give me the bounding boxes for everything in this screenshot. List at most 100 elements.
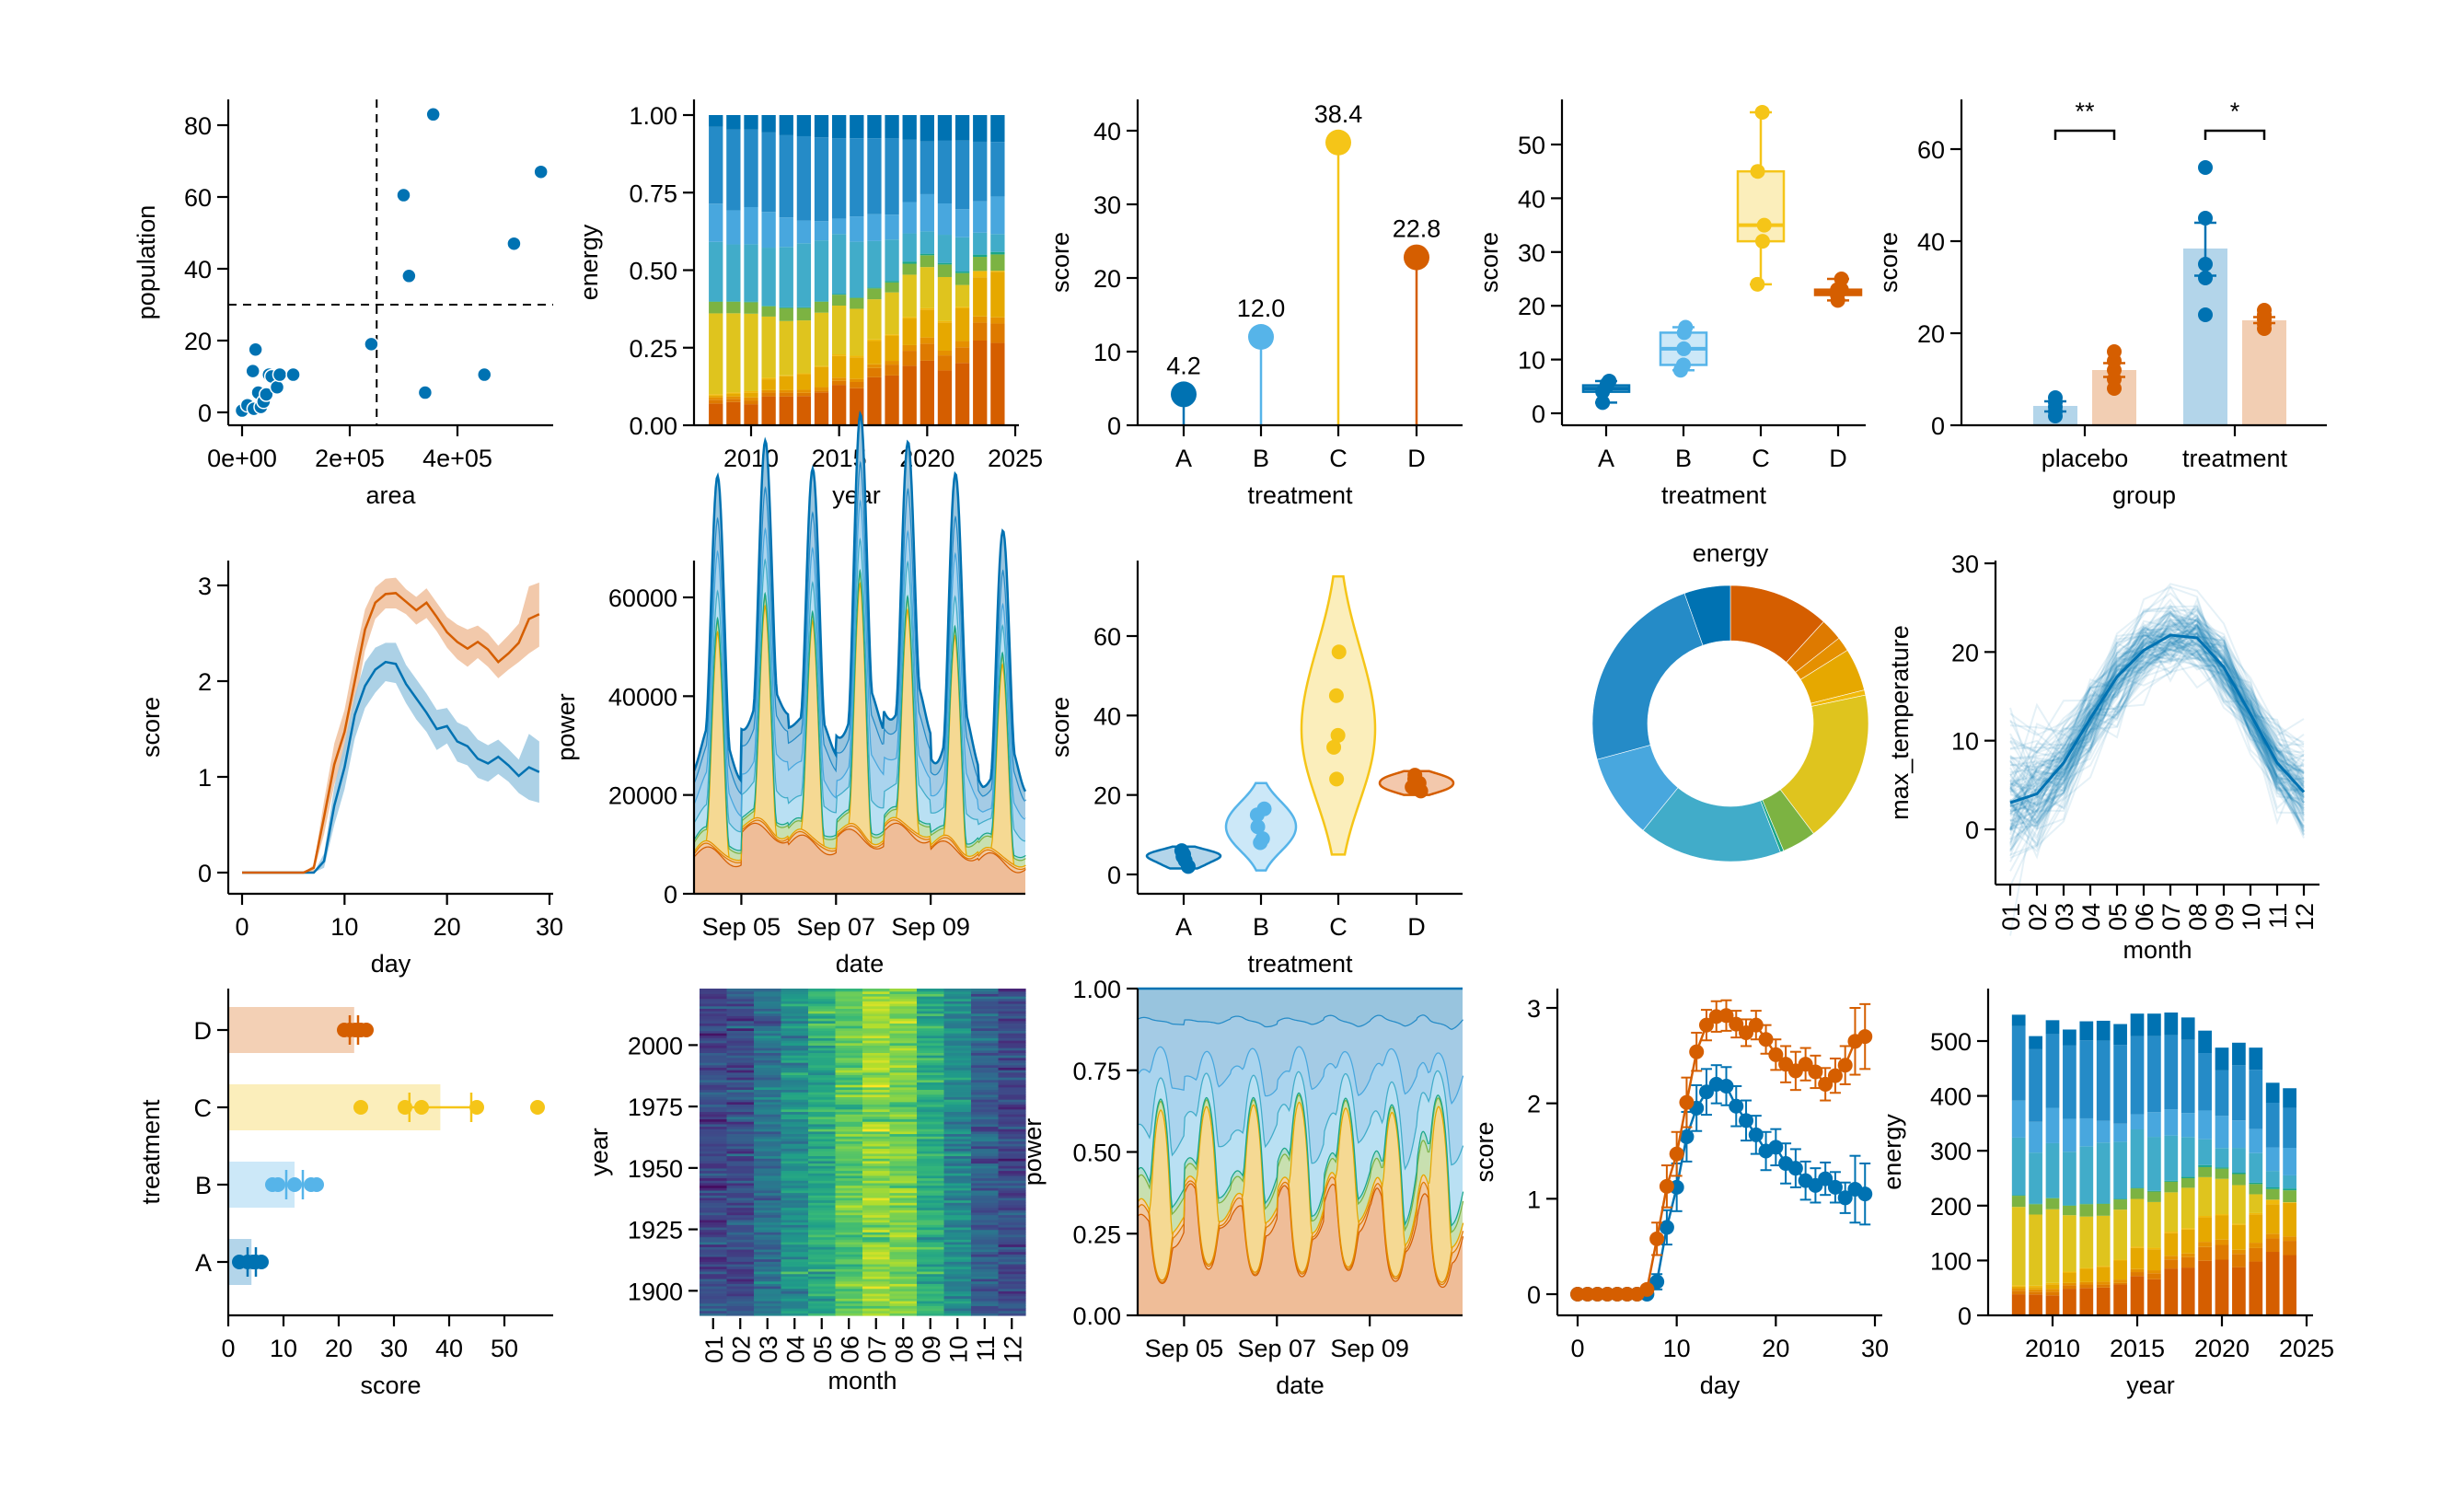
heatmap-cell bbox=[943, 1280, 972, 1284]
heatmap-cell bbox=[971, 1288, 1000, 1291]
heatmap-cell bbox=[835, 1254, 863, 1257]
heatmap-cell bbox=[862, 1145, 891, 1150]
mean-line bbox=[2009, 633, 2306, 804]
heatmap-cell bbox=[917, 1033, 945, 1036]
heatmap-cell bbox=[943, 1118, 972, 1122]
heatmap-cell bbox=[998, 1310, 1026, 1314]
heatmap-cell bbox=[781, 1128, 809, 1132]
bar-segment bbox=[902, 261, 917, 264]
heatmap-cell bbox=[835, 1030, 863, 1034]
heatmap-cell bbox=[917, 1001, 945, 1004]
heatmap-cell bbox=[754, 1077, 782, 1081]
heatmap-cell bbox=[998, 1313, 1026, 1316]
heatmap-cell bbox=[781, 1025, 809, 1029]
bar-segment bbox=[779, 376, 793, 390]
heatmap-cell bbox=[998, 1057, 1026, 1061]
heatmap-cell bbox=[700, 1128, 728, 1132]
y-tick-label: 2000 bbox=[628, 1032, 683, 1059]
year-line bbox=[2009, 619, 2305, 829]
heatmap-cell bbox=[781, 1062, 809, 1066]
bar-segment bbox=[761, 389, 776, 393]
heatmap-cell bbox=[808, 1254, 837, 1257]
bar bbox=[228, 1007, 354, 1053]
heatmap-cell bbox=[808, 1067, 837, 1071]
heatmap-cell bbox=[700, 1077, 728, 1081]
y-axis-label: score bbox=[137, 697, 165, 758]
heatmap-cell bbox=[889, 1305, 918, 1309]
heatmap-cell bbox=[998, 1064, 1026, 1069]
heatmap-cell bbox=[862, 1254, 891, 1257]
bar-segment bbox=[726, 301, 741, 314]
year-line bbox=[2009, 632, 2305, 819]
heatmap-cell bbox=[808, 1071, 837, 1076]
heatmap-cell bbox=[754, 1108, 782, 1113]
heatmap-cell bbox=[726, 1248, 755, 1253]
heatmap-cell bbox=[726, 989, 755, 992]
heatmap-cell bbox=[808, 1202, 837, 1206]
heatmap-cell bbox=[754, 1313, 782, 1316]
heatmap-cell bbox=[862, 1082, 891, 1085]
y-axis-label: score bbox=[1471, 1121, 1498, 1182]
heatmap-cell bbox=[917, 1023, 945, 1026]
bar-segment bbox=[990, 271, 1005, 272]
bar-segment bbox=[867, 115, 882, 139]
heatmap-cell bbox=[943, 1177, 972, 1181]
heatmap-cell bbox=[835, 1111, 863, 1115]
heatmap-cell bbox=[998, 1074, 1026, 1078]
bar-segment bbox=[832, 354, 847, 356]
heatmap-cell bbox=[862, 1241, 891, 1245]
x-axis-label: year bbox=[2126, 1371, 2175, 1399]
heatmap-cell bbox=[917, 1290, 945, 1294]
bar-segment bbox=[2215, 1214, 2229, 1216]
x-tick-label: 03 bbox=[2051, 903, 2078, 931]
heatmap-cell bbox=[754, 1018, 782, 1022]
heatmap-cell bbox=[889, 1111, 918, 1115]
heatmap-cell bbox=[998, 1244, 1026, 1247]
heatmap-cell bbox=[808, 1155, 837, 1159]
heatmap-cell bbox=[862, 996, 891, 1000]
heatmap-cell bbox=[889, 1170, 918, 1174]
bar-segment bbox=[2147, 1191, 2161, 1202]
data-point bbox=[2107, 344, 2122, 359]
heatmap-cell bbox=[835, 1187, 863, 1191]
bar-segment bbox=[2147, 1190, 2161, 1192]
bar-segment bbox=[973, 254, 988, 258]
heatmap-cell bbox=[700, 1263, 728, 1267]
heatmap-cell bbox=[781, 1101, 809, 1105]
heatmap-cell bbox=[971, 1167, 1000, 1172]
heatmap-cell bbox=[808, 1143, 837, 1147]
heatmap-cell bbox=[943, 1185, 972, 1188]
heatmap-cell bbox=[862, 1096, 891, 1100]
heatmap-cell bbox=[726, 1092, 755, 1095]
heatmap-cell bbox=[862, 1111, 891, 1115]
heatmap-cell bbox=[971, 1273, 1000, 1277]
heatmap-cell bbox=[971, 1003, 1000, 1007]
bar-segment bbox=[2079, 1040, 2094, 1118]
heatmap-cell bbox=[998, 1011, 1026, 1014]
y-tick-label: 1975 bbox=[628, 1094, 683, 1121]
heatmap-cell bbox=[726, 1256, 755, 1260]
heatmap-cell bbox=[998, 1258, 1026, 1262]
heatmap-cell bbox=[808, 1232, 837, 1235]
heatmap-cell bbox=[971, 1295, 1000, 1299]
heatmap-cell bbox=[781, 1018, 809, 1022]
heatmap-cell bbox=[889, 1151, 918, 1154]
heatmap-cell bbox=[726, 1221, 755, 1225]
heatmap-cell bbox=[862, 1268, 891, 1272]
heatmap-cell bbox=[835, 1261, 863, 1265]
value-label: 12.0 bbox=[1237, 295, 1286, 322]
heatmap-cell bbox=[781, 1084, 809, 1088]
heatmap-cell bbox=[754, 1295, 782, 1299]
bar-segment bbox=[2011, 1207, 2026, 1286]
bar-segment bbox=[779, 307, 793, 308]
data-point bbox=[1174, 843, 1189, 859]
heatmap-cell bbox=[754, 1101, 782, 1105]
heatmap-cell bbox=[700, 1270, 728, 1275]
heatmap-cell bbox=[754, 1285, 782, 1290]
heatmap-cell bbox=[700, 1167, 728, 1172]
heatmap-cell bbox=[781, 1292, 809, 1297]
year-line bbox=[2009, 654, 2305, 856]
heatmap-cell bbox=[889, 1300, 918, 1304]
heatmap-cell bbox=[889, 1052, 918, 1056]
